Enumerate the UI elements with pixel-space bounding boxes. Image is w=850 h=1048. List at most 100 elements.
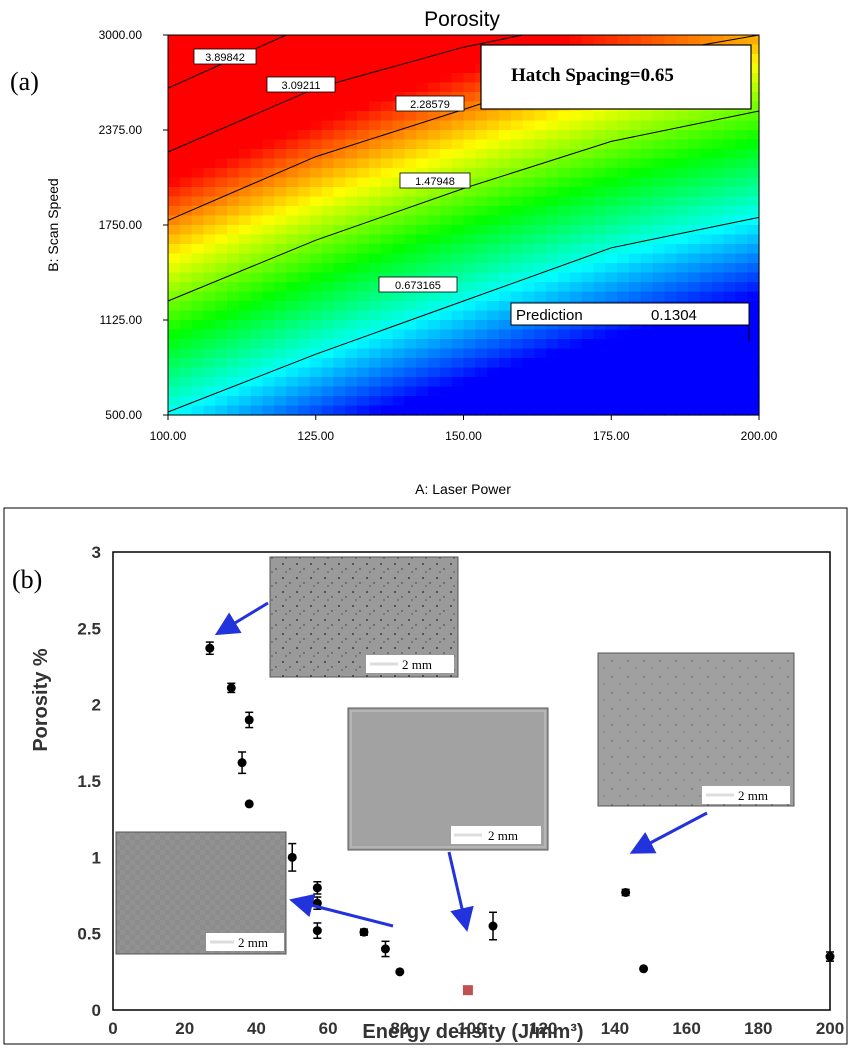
- heatmap-cell: [463, 120, 476, 131]
- heatmap-cell: [215, 101, 228, 112]
- heatmap-cell: [439, 301, 453, 312]
- heatmap-cell: [676, 234, 689, 245]
- heatmap-cell: [215, 139, 228, 150]
- heatmap-cell: [250, 282, 264, 293]
- heatmap-cell: [357, 386, 370, 397]
- contour-label: 3.89842: [193, 48, 257, 65]
- heatmap-cell: [238, 358, 252, 369]
- heatmap-cell: [416, 215, 429, 226]
- heatmap-cell: [652, 263, 666, 274]
- heatmap-cell: [262, 225, 275, 236]
- heatmap-cell: [227, 291, 240, 302]
- heatmap-cell: [345, 396, 358, 407]
- heatmap-cell: [215, 158, 228, 169]
- heatmap-cell: [368, 291, 382, 302]
- heatmap-cell: [274, 339, 287, 350]
- heatmap-cell: [475, 291, 488, 302]
- heatmap-cell: [357, 130, 370, 141]
- heatmap-cell: [487, 386, 500, 397]
- x-tick-label: 80: [390, 1019, 409, 1038]
- heatmap-cell: [262, 310, 275, 321]
- heatmap-cell: [321, 348, 335, 359]
- heatmap-cell: [593, 386, 606, 397]
- heatmap-cell: [664, 158, 677, 169]
- heatmap-cell: [510, 196, 524, 207]
- heatmap-cell: [593, 187, 606, 198]
- heatmap-cell: [286, 149, 299, 160]
- heatmap-cell: [451, 111, 465, 122]
- heatmap-cell: [451, 63, 465, 74]
- y-tick-label: 3: [92, 543, 101, 562]
- heatmap-cell: [215, 282, 228, 293]
- heatmap-cell: [593, 367, 606, 378]
- heatmap-cell: [428, 225, 441, 236]
- heatmap-cell: [546, 187, 559, 198]
- heatmap-cell: [498, 234, 512, 245]
- heatmap-cell: [688, 348, 701, 359]
- heatmap-cell: [699, 111, 713, 122]
- heatmap-cell: [238, 92, 252, 103]
- heatmap-cell: [179, 206, 193, 217]
- heatmap-cell: [522, 367, 536, 378]
- heatmap-cell: [416, 196, 429, 207]
- heatmap-cell: [333, 320, 346, 331]
- heatmap-cell: [357, 92, 370, 103]
- heatmap-cell: [676, 329, 689, 340]
- heatmap-cell: [617, 206, 630, 217]
- heatmap-cell: [699, 35, 713, 46]
- heatmap-cell: [392, 82, 405, 93]
- heatmap-cell: [286, 329, 299, 340]
- heatmap-cell: [191, 158, 205, 169]
- heatmap-cell: [581, 405, 595, 416]
- heatmap-cell: [534, 386, 547, 397]
- heatmap-cell: [168, 111, 181, 122]
- heatmap-cell: [274, 329, 287, 340]
- heatmap-cell: [510, 348, 524, 359]
- heatmap-cell: [203, 272, 216, 283]
- heatmap-cell: [416, 139, 429, 150]
- heatmap-cell: [723, 234, 736, 245]
- heatmap-cell: [298, 120, 311, 131]
- heatmap-cell: [298, 320, 311, 331]
- heatmap-cell: [392, 149, 405, 160]
- heatmap-cell: [357, 244, 370, 255]
- heatmap-cell: [699, 225, 713, 236]
- heatmap-cell: [569, 177, 583, 188]
- heatmap-cell: [487, 234, 500, 245]
- heatmap-cell: [333, 234, 346, 245]
- heatmap-cell: [664, 234, 677, 245]
- heatmap-cell: [747, 187, 760, 198]
- heatmap-cell: [380, 92, 394, 103]
- heatmap-cell: [439, 377, 453, 388]
- heatmap-cell: [298, 196, 311, 207]
- heatmap-cell: [569, 263, 583, 274]
- data-point: [205, 643, 215, 653]
- heatmap-cell: [569, 367, 583, 378]
- heatmap-cell: [345, 329, 358, 340]
- heatmap-cell: [380, 320, 394, 331]
- heatmap-cell: [569, 234, 583, 245]
- heatmap-cell: [309, 358, 323, 369]
- heatmap-cell: [321, 177, 335, 188]
- arrow-to-low-porosity-inset: [289, 893, 394, 928]
- heatmap-cell: [286, 120, 299, 131]
- heatmap-cell: [498, 386, 512, 397]
- heatmap-cell: [475, 215, 488, 226]
- heatmap-cell: [688, 206, 701, 217]
- heatmap-cell: [179, 367, 193, 378]
- heatmap-cell: [345, 253, 358, 264]
- heatmap-cell: [605, 215, 618, 226]
- heatmap-cell: [309, 187, 323, 198]
- heatmap-cell: [463, 320, 476, 331]
- heatmap-cell: [428, 253, 441, 264]
- heatmap-cell: [593, 234, 606, 245]
- heatmap-cell: [309, 405, 323, 416]
- heatmap-cell: [735, 396, 748, 407]
- heatmap-cell: [191, 35, 205, 46]
- heatmap-cell: [558, 111, 571, 122]
- heatmap-cell: [262, 329, 275, 340]
- heatmap-cell: [581, 348, 595, 359]
- heatmap-cell: [286, 54, 299, 65]
- heatmap-cell: [298, 215, 311, 226]
- scale-bar-label: 2 mm: [488, 828, 518, 843]
